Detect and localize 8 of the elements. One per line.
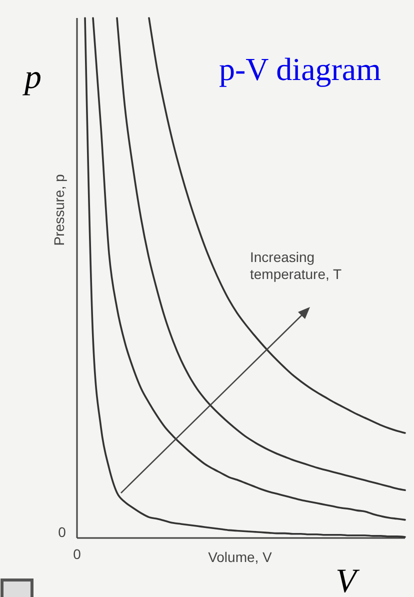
text: 0: [58, 524, 66, 540]
annotation: Increasing temperature, T: [250, 249, 342, 282]
text: p-V diagram: [218, 51, 382, 87]
x-axis-title: Volume, V: [208, 549, 273, 565]
text: V: [336, 563, 361, 597]
y-axis-title: Pressure, p: [51, 174, 67, 246]
text: 0: [73, 546, 82, 562]
text: p: [22, 59, 42, 96]
